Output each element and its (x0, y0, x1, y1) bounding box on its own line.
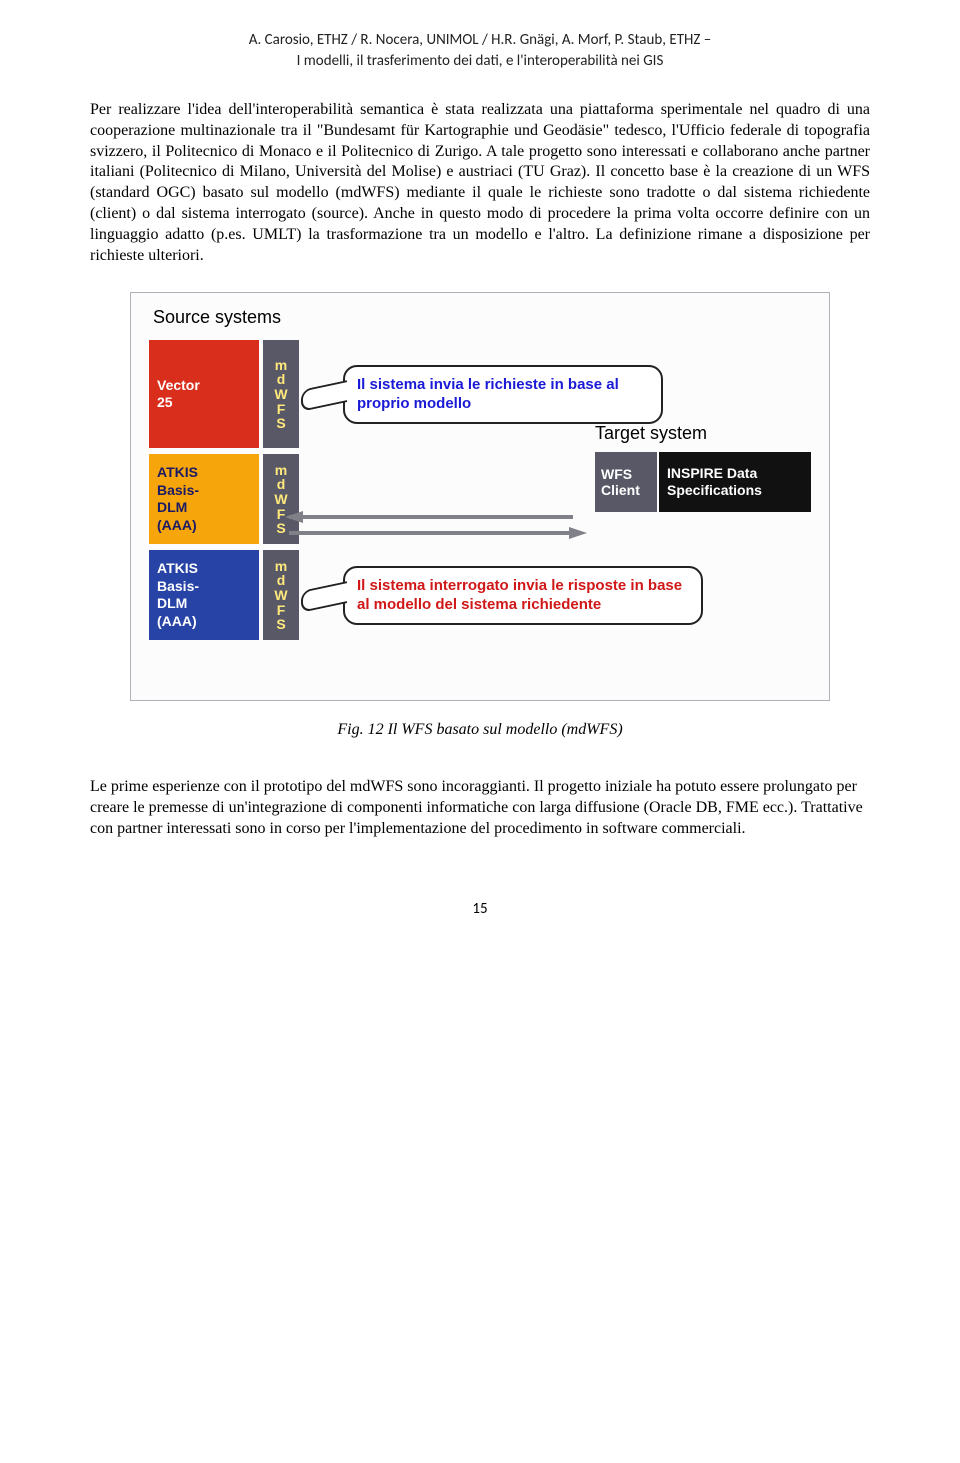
source-systems-label: Source systems (153, 307, 811, 328)
speech-tail-icon (301, 586, 345, 604)
mdwfs-box-1: m d W F S (263, 340, 299, 448)
speech-bubble-response: Il sistema interrogato invia le risposte… (343, 566, 703, 625)
inspire-box: INSPIRE Data Specifications (659, 452, 811, 512)
mdwfs-box-3: m d W F S (263, 550, 299, 640)
target-system-label: Target system (595, 423, 811, 444)
source-box-atkis-orange: ATKIS Basis- DLM (AAA) (149, 454, 259, 544)
header-line-2: I modelli, il trasferimento dei dati, e … (90, 51, 870, 72)
source-box-atkis-blue: ATKIS Basis- DLM (AAA) (149, 550, 259, 640)
arrow-head-left-icon (285, 511, 303, 523)
page-number: 15 (90, 900, 870, 918)
page-header: A. Carosio, ETHZ / R. Nocera, UNIMOL / H… (90, 30, 870, 72)
paragraph-2: Le prime esperienze con il prototipo del… (90, 777, 870, 839)
mdwfs-diagram: Source systems Vector 25 m d W F S Il si… (130, 292, 830, 701)
speech-tail-icon (301, 385, 345, 403)
diagram-row-3: ATKIS Basis- DLM (AAA) m d W F S Il sist… (149, 550, 811, 640)
figure-caption: Fig. 12 Il WFS basato sul modello (mdWFS… (90, 721, 870, 739)
arrow-head-right-icon (569, 527, 587, 539)
target-system-area: Target system WFS Client INSPIRE Data Sp… (595, 423, 811, 512)
speech-bubble-request: Il sistema invia le richieste in base al… (343, 365, 663, 424)
arrow-line-2 (289, 531, 573, 535)
source-box-vector25: Vector 25 (149, 340, 259, 448)
paragraph-1: Per realizzare l'idea dell'interoperabil… (90, 100, 870, 266)
arrow-line-1 (289, 515, 573, 519)
header-line-1: A. Carosio, ETHZ / R. Nocera, UNIMOL / H… (90, 30, 870, 51)
src1-l1: Vector (157, 377, 251, 395)
src1-l2: 25 (157, 394, 251, 412)
wfs-client-box: WFS Client (595, 452, 657, 512)
